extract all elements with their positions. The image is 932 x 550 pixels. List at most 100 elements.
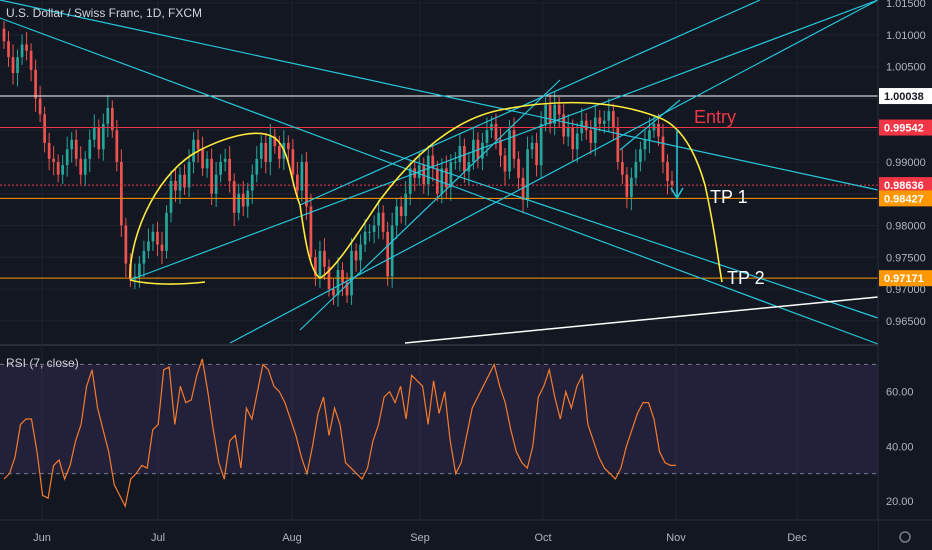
candle-body — [494, 123, 498, 140]
candle-body — [25, 44, 28, 51]
time-tick-label: Sep — [410, 532, 430, 544]
cup-base — [129, 279, 206, 285]
candle-body — [435, 168, 439, 194]
candle-body — [65, 149, 69, 166]
candle-body — [314, 257, 317, 277]
candle-body — [611, 111, 615, 128]
trend-line — [0, 17, 879, 345]
candle-body — [363, 231, 367, 245]
candle-body — [296, 174, 299, 191]
candle-body — [395, 206, 399, 226]
candle-body — [286, 142, 290, 150]
candle-body — [449, 161, 453, 188]
candle-body — [142, 250, 146, 264]
trend-line — [299, 0, 761, 206]
candle-body — [377, 212, 380, 226]
trend-line — [379, 149, 879, 319]
candle-body — [566, 127, 570, 137]
candle-body — [575, 133, 579, 150]
price-badge-label: 0.97171 — [884, 273, 924, 285]
candle-body — [440, 168, 444, 194]
candle-body — [350, 250, 353, 296]
candle-body — [43, 114, 46, 143]
time-tick-label: Oct — [534, 532, 551, 544]
candle-body — [553, 104, 557, 124]
price-badge — [879, 119, 932, 136]
candle-body — [359, 244, 362, 261]
candle-body — [192, 139, 195, 162]
candle-body — [661, 136, 665, 162]
candle-body — [309, 206, 313, 258]
candle-body — [7, 41, 10, 58]
candle-body — [183, 174, 186, 188]
candle-body — [169, 181, 173, 213]
price-badge-label: 1.00038 — [884, 91, 924, 103]
candle-body — [530, 142, 534, 150]
candle-body — [318, 250, 322, 277]
candle-body — [16, 57, 19, 74]
candle-body — [458, 146, 462, 162]
candle-body — [205, 158, 209, 169]
candle-body — [490, 123, 493, 131]
candle-body — [336, 269, 340, 296]
candle-body — [652, 123, 656, 131]
candle-body — [110, 107, 114, 131]
price-badge-label: 0.98636 — [884, 180, 924, 192]
time-tick-label: Nov — [666, 532, 686, 544]
candle-body — [52, 158, 56, 162]
candle-body — [657, 123, 660, 137]
candle-body — [372, 225, 376, 232]
candle-body — [345, 282, 349, 296]
candle-body — [368, 231, 371, 233]
candle-body — [210, 158, 213, 194]
candle-body — [101, 123, 105, 150]
candle-body — [61, 165, 65, 175]
candle-body — [70, 139, 74, 150]
candle-body — [11, 57, 15, 74]
support-line — [404, 296, 879, 344]
drawings: Entry TP 1 TP 2 — [0, 0, 879, 345]
candle-body — [56, 161, 60, 175]
trend-line — [229, 0, 879, 344]
candle-body — [390, 225, 394, 277]
rsi-tick-label: 60.00 — [886, 387, 914, 399]
candle-body — [147, 241, 150, 251]
candle-body — [639, 149, 642, 162]
price-tick-label: 0.99000 — [886, 157, 926, 169]
candle-body — [548, 104, 552, 124]
rsi-title: RSI (7, close) — [6, 356, 79, 370]
price-badge — [879, 270, 932, 287]
time-tick-label: Jun — [33, 532, 51, 544]
cup-curve — [129, 101, 723, 283]
candle-body — [196, 139, 200, 150]
price-tick-label: 0.97000 — [886, 284, 926, 296]
candle-body — [273, 136, 277, 147]
candle-body — [444, 168, 448, 188]
price-tick-label: 1.01500 — [886, 0, 926, 10]
candle-body — [341, 269, 344, 283]
candle-body — [539, 123, 543, 166]
candle-body — [648, 130, 651, 140]
candle-body — [354, 250, 358, 261]
settings-gear-icon — [899, 531, 911, 543]
annotation-label: TP 2 — [727, 268, 765, 288]
candle-body — [526, 149, 529, 201]
candle-body — [481, 142, 484, 159]
price-tick-label: 0.98000 — [886, 220, 926, 232]
candle-body — [508, 130, 511, 172]
candle-body — [630, 177, 633, 197]
candle-body — [34, 69, 37, 99]
candle-body — [219, 161, 223, 175]
candle-body — [503, 155, 507, 172]
candle-body — [228, 158, 232, 182]
candle-body — [323, 250, 326, 267]
price-tick-label: 0.97500 — [886, 252, 926, 264]
candle-body — [499, 139, 502, 156]
candle-body — [156, 231, 159, 245]
price-tick-label: 1.01000 — [886, 30, 926, 42]
candle-body — [305, 161, 308, 207]
candle-body — [2, 28, 6, 42]
rsi-band-fill — [0, 364, 878, 474]
trend-line — [299, 79, 561, 331]
